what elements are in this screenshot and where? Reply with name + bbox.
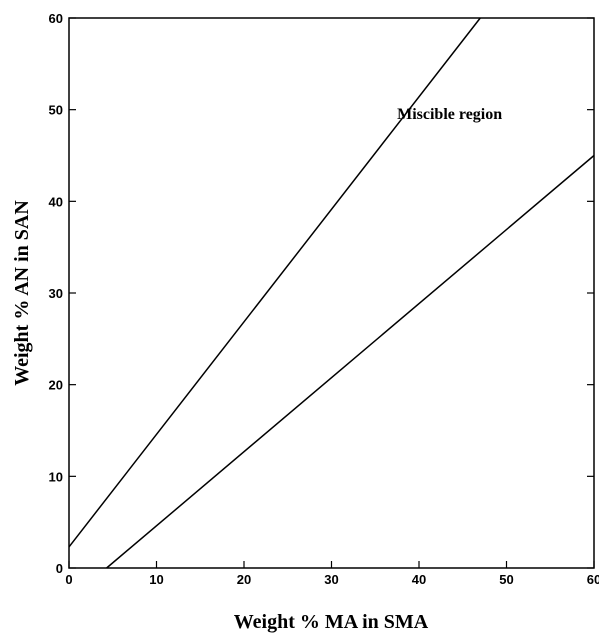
- y-axis-ticks: 0 10 20 30 40 50 60: [49, 11, 594, 576]
- x-tick-label: 10: [149, 572, 163, 587]
- boundary-line-1: [69, 18, 480, 547]
- x-tick-label: 0: [65, 572, 72, 587]
- y-tick-label: 10: [49, 469, 63, 484]
- y-axis-title: Weight % AN in SAN: [11, 200, 33, 386]
- x-tick-label: 40: [412, 572, 426, 587]
- x-tick-label: 50: [499, 572, 513, 587]
- series-group: [69, 18, 594, 568]
- x-tick-label: 30: [324, 572, 338, 587]
- annotation-group: Miscible region: [397, 106, 502, 123]
- y-tick-label: 60: [49, 11, 63, 26]
- boundary-line-2: [107, 156, 594, 569]
- y-tick-label: 50: [49, 103, 63, 118]
- y-tick-label: 20: [49, 378, 63, 393]
- y-tick-label: 0: [56, 561, 63, 576]
- x-tick-label: 60: [587, 572, 599, 587]
- y-tick-label: 30: [49, 286, 63, 301]
- x-axis-title: Weight % MA in SMA: [234, 611, 429, 633]
- y-tick-label: 40: [49, 194, 63, 209]
- x-axis-ticks: 0 10 20 30 40 50 60: [65, 561, 599, 587]
- plot-frame: [69, 18, 594, 568]
- miscible-region-label: Miscible region: [397, 106, 502, 123]
- x-tick-label: 20: [237, 572, 251, 587]
